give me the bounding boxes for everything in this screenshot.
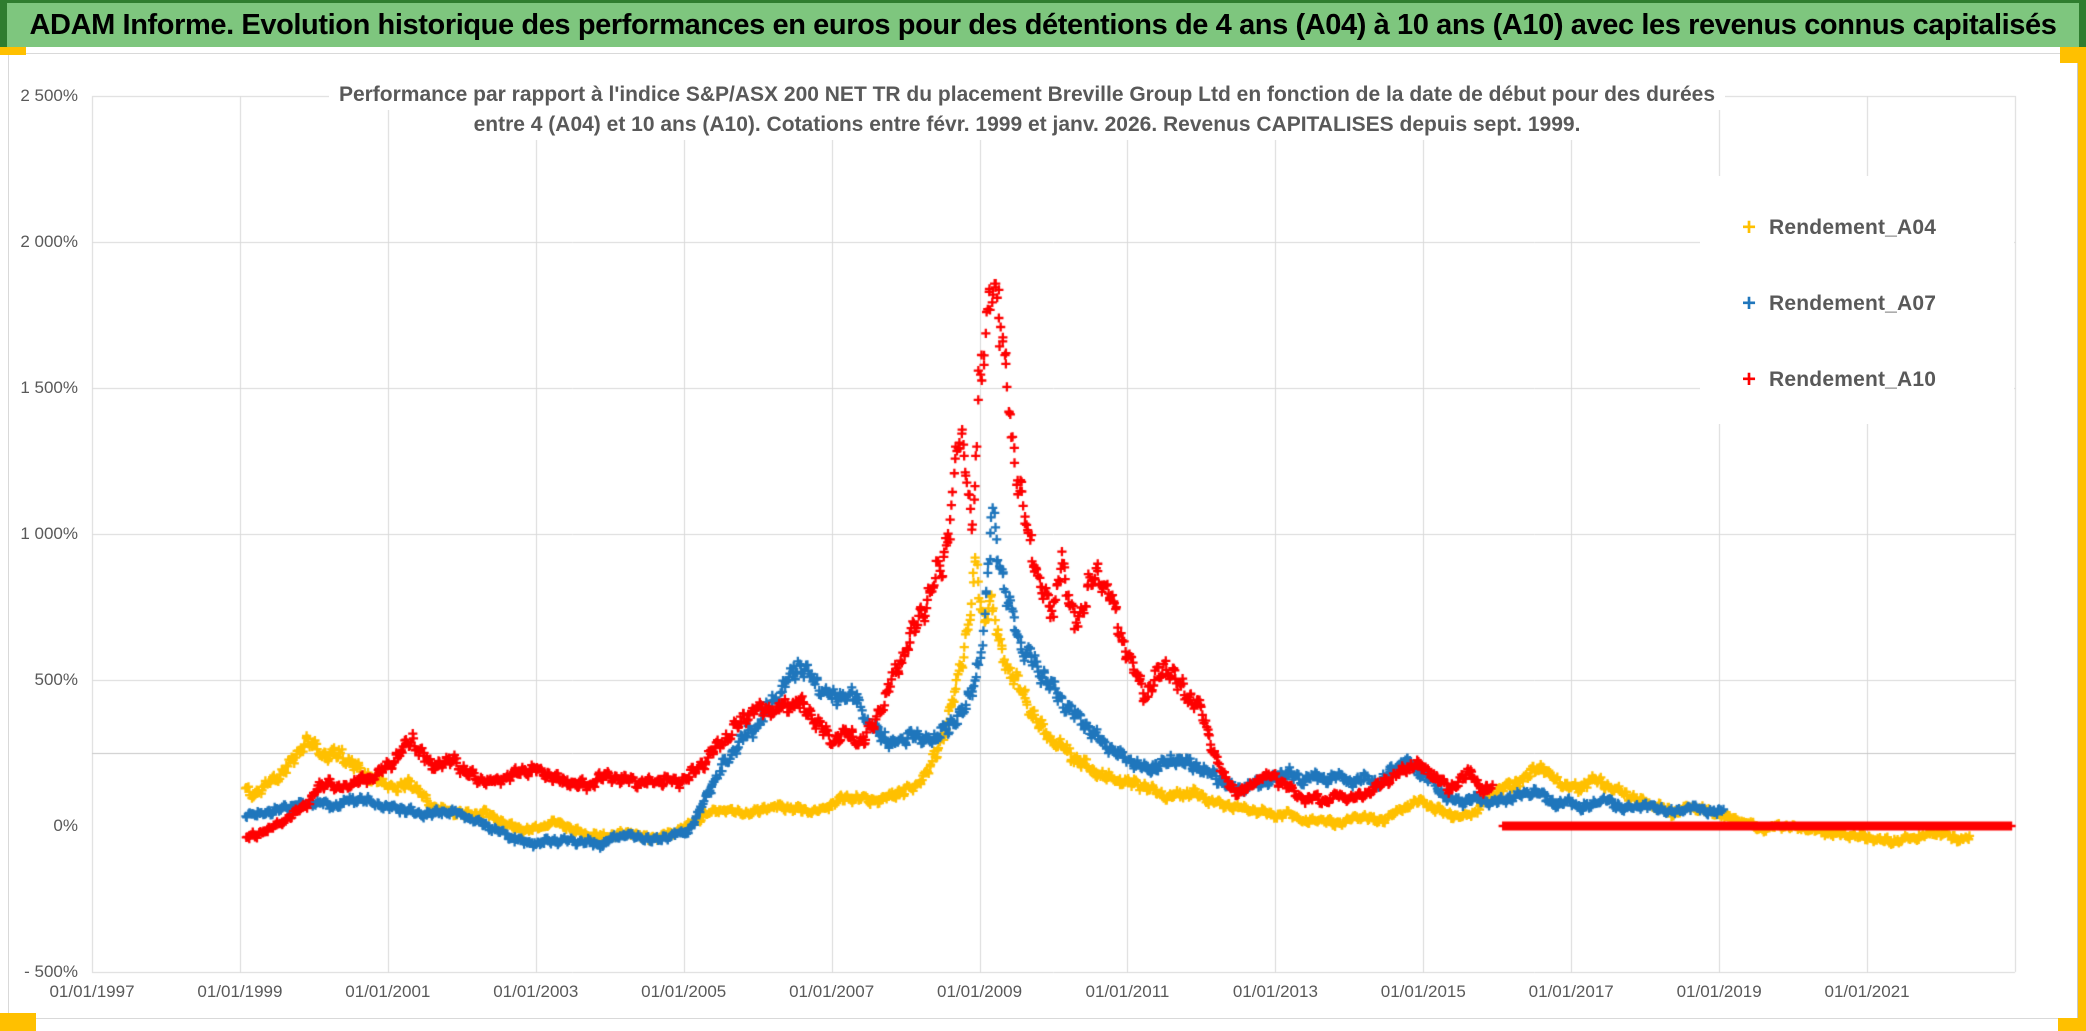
legend-label: Rendement_A04 bbox=[1769, 216, 1937, 239]
legend-item-a04[interactable]: + Rendement_A04 bbox=[1700, 190, 2014, 266]
x-tick-label: 01/01/2009 bbox=[936, 982, 1023, 1001]
x-tick-label: 01/01/1997 bbox=[49, 982, 135, 1001]
gold-accent-top-left bbox=[0, 47, 26, 55]
x-tick-label: 01/01/2015 bbox=[1380, 982, 1466, 1001]
legend: + Rendement_A04 + Rendement_A07 + Rendem… bbox=[1700, 176, 2014, 424]
y-tick-label: 2 500% bbox=[20, 86, 78, 105]
x-tick-label: 01/01/2013 bbox=[1232, 982, 1318, 1001]
x-tick-label: 01/01/2011 bbox=[1085, 982, 1170, 1001]
legend-item-a07[interactable]: + Rendement_A07 bbox=[1700, 266, 2014, 342]
legend-item-a10[interactable]: + Rendement_A10 bbox=[1700, 342, 2014, 418]
chart-title: Performance par rapport à l'indice S&P/A… bbox=[92, 80, 1962, 140]
chart-title-line1: Performance par rapport à l'indice S&P/A… bbox=[328, 80, 1726, 110]
x-tick-label: 01/01/1999 bbox=[197, 982, 283, 1001]
plus-marker-icon: + bbox=[1742, 366, 1757, 393]
y-tick-label: 1 000% bbox=[20, 524, 78, 543]
gold-accent-bottom-right bbox=[2058, 1018, 2086, 1031]
plus-marker-icon: + bbox=[1742, 290, 1757, 317]
gold-accent-bottom-left bbox=[0, 1013, 36, 1031]
plus-marker-icon: + bbox=[1742, 214, 1757, 241]
x-tick-label: 01/01/2007 bbox=[789, 982, 875, 1001]
y-tick-label: 1 500% bbox=[20, 378, 78, 397]
x-tick-label: 01/01/2017 bbox=[1528, 982, 1614, 1001]
y-tick-label: 2 000% bbox=[20, 232, 78, 251]
y-tick-label: - 500% bbox=[24, 962, 78, 981]
gold-accent-right-edge bbox=[2078, 53, 2086, 1031]
legend-label: Rendement_A10 bbox=[1769, 368, 1937, 391]
y-tick-label: 500% bbox=[34, 670, 78, 689]
x-tick-label: 01/01/2005 bbox=[641, 982, 727, 1001]
x-tick-label: 01/01/2003 bbox=[493, 982, 579, 1001]
x-tick-label: 01/01/2021 bbox=[1824, 982, 1910, 1001]
x-tick-label: 01/01/2019 bbox=[1676, 982, 1762, 1001]
chart-title-line2: entre 4 (A04) et 10 ans (A10). Cotations… bbox=[463, 110, 1591, 140]
legend-label: Rendement_A07 bbox=[1769, 292, 1937, 315]
y-tick-label: 0% bbox=[53, 816, 78, 835]
x-tick-label: 01/01/2001 bbox=[345, 982, 431, 1001]
